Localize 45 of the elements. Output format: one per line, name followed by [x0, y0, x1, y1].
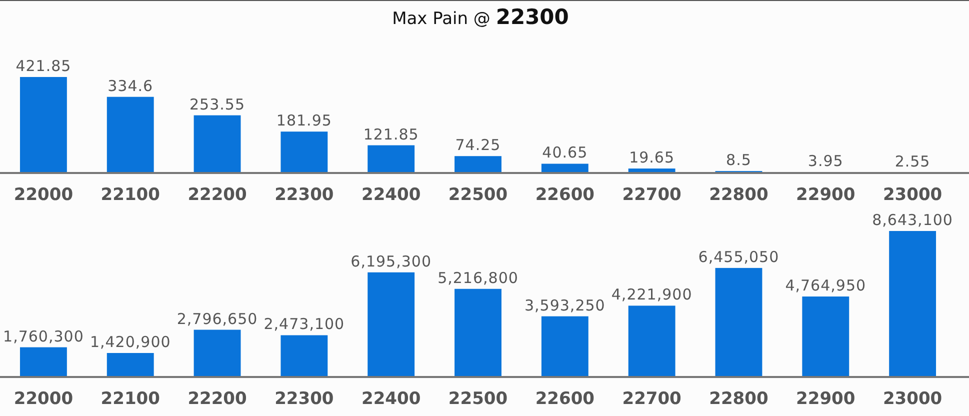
x-tick-label: 22200	[188, 389, 248, 409]
data-label: 40.65	[542, 144, 588, 162]
data-label: 421.85	[16, 57, 72, 75]
data-label: 6,455,050	[698, 248, 780, 266]
x-tick-label: 22300	[274, 389, 334, 409]
data-label: 6,195,300	[350, 252, 432, 270]
data-label: 4,221,900	[611, 286, 692, 304]
data-label: 334.6	[108, 76, 154, 95]
data-label: 8.5	[726, 151, 752, 170]
data-label: 4,764,950	[785, 276, 866, 295]
data-label: 1,420,900	[90, 333, 171, 351]
data-label: 2,473,100	[264, 315, 345, 334]
x-tick-label: 22800	[709, 185, 768, 205]
x-tick-label: 22800	[709, 389, 768, 409]
x-tick-label: 22000	[14, 185, 74, 205]
x-tick-label: 22000	[14, 389, 74, 409]
data-label: 8,643,100	[872, 211, 953, 229]
x-tick-label: 22600	[535, 389, 595, 409]
x-tick-label: 22100	[100, 185, 160, 205]
data-label: 121.85	[363, 125, 419, 144]
x-tick-label: 22500	[448, 389, 508, 409]
x-tick-label: 22700	[622, 389, 682, 409]
chart-title: Max Pain @ 22300	[392, 5, 569, 29]
x-tick-label: 23000	[882, 185, 942, 205]
x-tick-label: 22700	[622, 185, 682, 205]
x-tick-label: 22600	[535, 185, 595, 205]
data-label: 253.55	[190, 95, 246, 114]
x-tick-label: 22400	[362, 389, 421, 409]
data-label: 3.95	[808, 152, 844, 170]
data-label: 2.55	[894, 152, 930, 170]
x-tick-label: 22900	[796, 389, 856, 409]
data-label: 2,796,650	[176, 310, 258, 328]
x-tick-label: 22200	[188, 185, 248, 205]
data-label: 74.25	[455, 136, 501, 154]
x-tick-label: 22400	[362, 185, 421, 205]
data-label: 1,760,300	[3, 327, 84, 346]
data-label: 3,593,250	[524, 296, 606, 314]
x-tick-label: 22900	[796, 185, 856, 205]
data-label: 5,216,800	[438, 268, 518, 287]
x-tick-label: 22500	[448, 185, 508, 205]
data-label: 181.95	[276, 112, 332, 130]
x-tick-label: 23000	[882, 389, 942, 409]
x-tick-label: 22300	[274, 185, 334, 205]
data-label: 19.65	[629, 148, 675, 167]
x-tick-label: 22100	[100, 389, 160, 409]
